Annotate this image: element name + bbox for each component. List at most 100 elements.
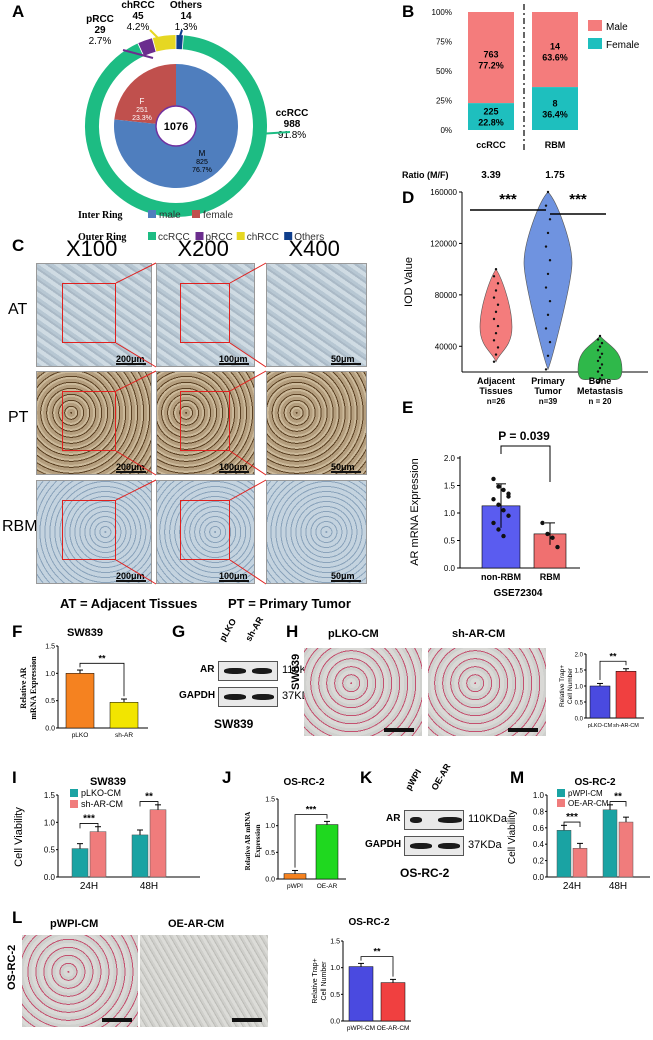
legend-male: male — [159, 210, 181, 221]
c-zoom-line — [229, 370, 267, 392]
b-bar-female-RBM — [532, 87, 578, 130]
e-point — [540, 520, 545, 526]
d-ytick: 80000 — [435, 291, 458, 300]
panel-label-k: K — [360, 768, 373, 787]
bar-pWPI — [283, 873, 307, 880]
sig: ** — [609, 651, 617, 661]
d-point — [494, 289, 498, 292]
panel-e-bar-chart: 2.0 1.5 1.0 0.5 0.0 AR mRNA Expression non-RBM… — [409, 429, 580, 599]
b-ytick: 25% — [436, 97, 452, 106]
d-point — [600, 352, 604, 356]
d-point — [598, 334, 602, 338]
c-col-header: X400 — [288, 236, 340, 261]
ytick: 1.5 — [44, 791, 56, 800]
d-point — [596, 370, 600, 373]
c-micrograph — [36, 480, 152, 584]
d-point — [492, 360, 496, 363]
d-point — [494, 310, 498, 314]
xlabel: pLKO — [72, 732, 89, 739]
d-point — [600, 363, 604, 366]
sig-bracket — [599, 660, 627, 680]
panel-i-grouped-bar-chart: 1.5 1.0 0.5 0.0 *** 24H ** 48H SW839 Cell Viabili… — [13, 776, 200, 892]
bar — [149, 809, 167, 878]
outer-ring-ccRCC — [85, 35, 267, 217]
e-point — [491, 520, 496, 526]
bar — [618, 821, 634, 878]
c-zoom-box — [62, 391, 116, 451]
ytick: 1.5 — [575, 669, 584, 675]
d-point — [596, 381, 600, 384]
sig-bracket — [79, 823, 99, 829]
e-xlabel: non-RBM — [481, 572, 521, 582]
bar-OE-AR-CM — [380, 982, 406, 1022]
ytick: 0.0 — [45, 726, 55, 733]
e-point — [496, 502, 501, 507]
k-size-GAPDH: 37KDa — [468, 839, 502, 851]
c-micrograph — [266, 371, 367, 475]
e-xtitle: GSE72304 — [494, 588, 543, 599]
band — [410, 843, 432, 849]
b-female-pct: 22.8% — [478, 118, 504, 128]
j-ylabel2: Expression — [254, 824, 262, 857]
outer-count-chRCC: 45 — [132, 11, 144, 22]
l-image — [22, 935, 138, 1027]
d-point — [544, 327, 548, 330]
k-size-AR: 110KDa — [468, 813, 507, 825]
band — [252, 668, 272, 674]
ytick: 1.5 — [330, 939, 340, 946]
e-point — [550, 535, 555, 540]
ytick: 0.0 — [44, 873, 56, 882]
xlabel: pLKO-CM — [588, 723, 613, 729]
leader-chRCC — [149, 29, 165, 45]
inner-m-pct: 76.7% — [192, 167, 212, 174]
c-zoom-line — [115, 342, 157, 368]
sig: *** — [306, 805, 317, 815]
d-group-name2: Tumor — [534, 386, 562, 396]
l-scale-bar — [232, 1018, 262, 1022]
bar — [572, 848, 588, 878]
e-point — [506, 513, 511, 518]
m-legend: OE-AR-CM — [568, 799, 609, 808]
d-point — [548, 218, 552, 221]
e-ylabel: AR mRNA Expression — [409, 458, 421, 566]
d-point — [492, 275, 496, 278]
d-group-name: Adjacent — [477, 376, 515, 386]
d-point — [544, 245, 548, 248]
bar-pLKO — [65, 673, 95, 729]
panel-label-e: E — [402, 398, 414, 417]
panel-j-bar-chart: 1.5 1.0 0.5 0.0 pWPI OE-AR *** OS-RC-2 Relative … — [244, 777, 346, 890]
c-scale-label: 200μm — [116, 462, 145, 472]
d-group-n: n = 20 — [589, 397, 612, 406]
ytick: 1.0 — [533, 791, 545, 800]
panel-label-h: H — [286, 622, 299, 641]
d-point — [596, 359, 600, 363]
ytick: 0.5 — [575, 701, 584, 707]
b-xlabel: ccRCC — [476, 140, 506, 150]
ytick: 0.4 — [533, 840, 545, 849]
c-scale-bar — [331, 471, 361, 473]
l-ylabel1: Relative Trap+ — [312, 958, 319, 1003]
legend-female: female — [203, 210, 233, 221]
d-point — [492, 317, 496, 321]
d-violin-1 — [523, 191, 573, 371]
sig: ** — [373, 947, 381, 957]
xlabel: OE-AR — [317, 883, 338, 890]
i-legend: sh-AR-CM — [81, 799, 123, 809]
outer-count-Others: 14 — [180, 11, 192, 22]
h-scale-bar — [384, 728, 414, 732]
band — [224, 694, 246, 700]
d-point — [548, 299, 552, 303]
c-zoom-box — [180, 391, 230, 451]
c-zoom-line — [115, 559, 157, 585]
d-point — [496, 303, 500, 306]
legend-outer-swatch-Others — [284, 232, 293, 240]
c-col-header: X200 — [177, 236, 229, 261]
ytick: 0.5 — [44, 846, 56, 855]
e-ytick: 2.0 — [444, 454, 456, 463]
d-point — [598, 345, 602, 348]
l-chart-title: OS-RC-2 — [348, 917, 390, 928]
e-point — [491, 476, 496, 482]
b-bar-male-ccRCC — [468, 12, 514, 104]
panel-label-m: M — [510, 768, 525, 787]
ytick: 0.8 — [533, 807, 545, 816]
